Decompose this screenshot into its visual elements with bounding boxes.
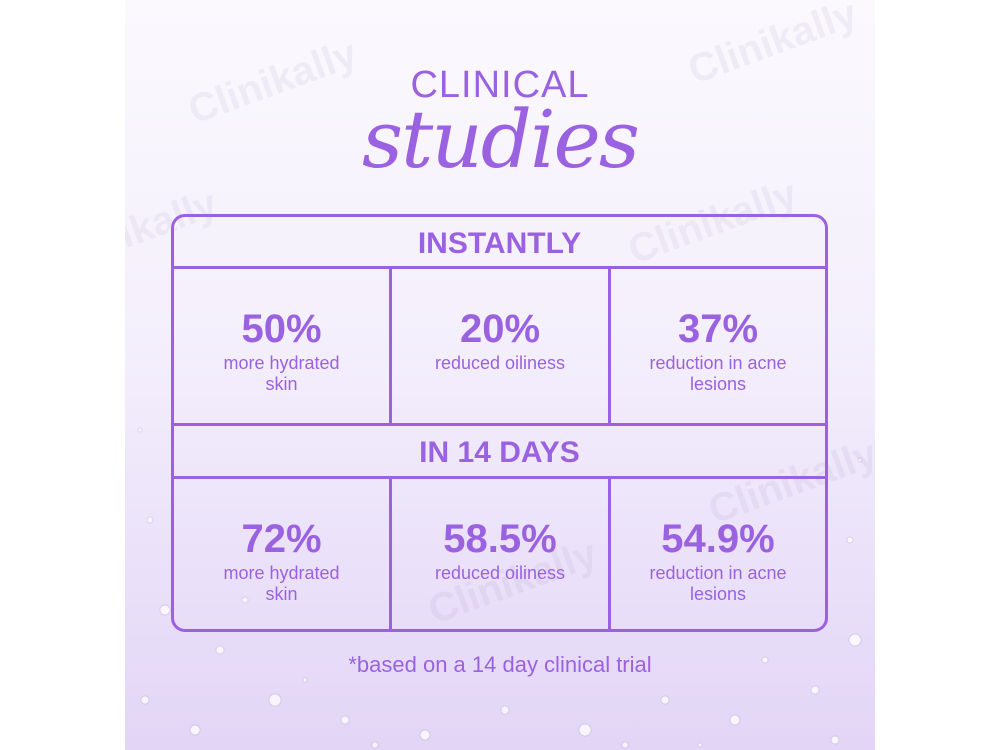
stat-cell: 54.9% reduction in acne lesions [611,517,825,605]
divider [174,423,825,426]
stat-label: reduced oiliness [434,353,566,373]
stat-value: 50% [241,307,322,351]
divider [608,476,611,629]
stat-label: reduced oiliness [434,563,566,583]
stat-cell: 37% reduction in acne lesions [611,307,825,395]
stat-label: more hydrated skin [223,353,340,394]
stat-label: more hydrated skin [223,563,340,604]
divider [174,266,825,269]
stat-value: 37% [677,307,759,351]
stat-cell: 20% reduced oiliness [392,307,608,374]
water-droplets-decoration [137,427,863,749]
footnote: *based on a 14 day clinical trial [348,652,652,677]
stat-value: 20% [459,307,541,351]
divider [174,476,825,479]
title-line2: studies [362,93,640,186]
stat-cell: 72% more hydrated skin [174,517,389,605]
stat-value: 54.9% [661,517,775,561]
clinical-studies-graphic: Clinikally Clinikally Clinikally Clinika… [125,0,875,750]
stat-value: 58.5% [443,517,557,561]
section-heading-instantly: INSTANTLY [417,227,582,260]
stat-label: reduction in acne lesions [649,563,787,604]
stat-label: reduction in acne lesions [649,353,787,394]
divider [389,476,392,629]
title-line1: CLINICAL [410,64,590,106]
stat-cell: 50% more hydrated skin [174,307,389,395]
stats-table: INSTANTLY 50% more hydrated skin 20% red… [171,214,828,632]
section-heading-14-days: IN 14 DAYS [419,436,580,469]
stat-value: 72% [241,517,322,561]
stat-cell: 58.5% reduced oiliness [392,517,608,584]
divider [389,266,392,426]
divider [608,266,611,426]
